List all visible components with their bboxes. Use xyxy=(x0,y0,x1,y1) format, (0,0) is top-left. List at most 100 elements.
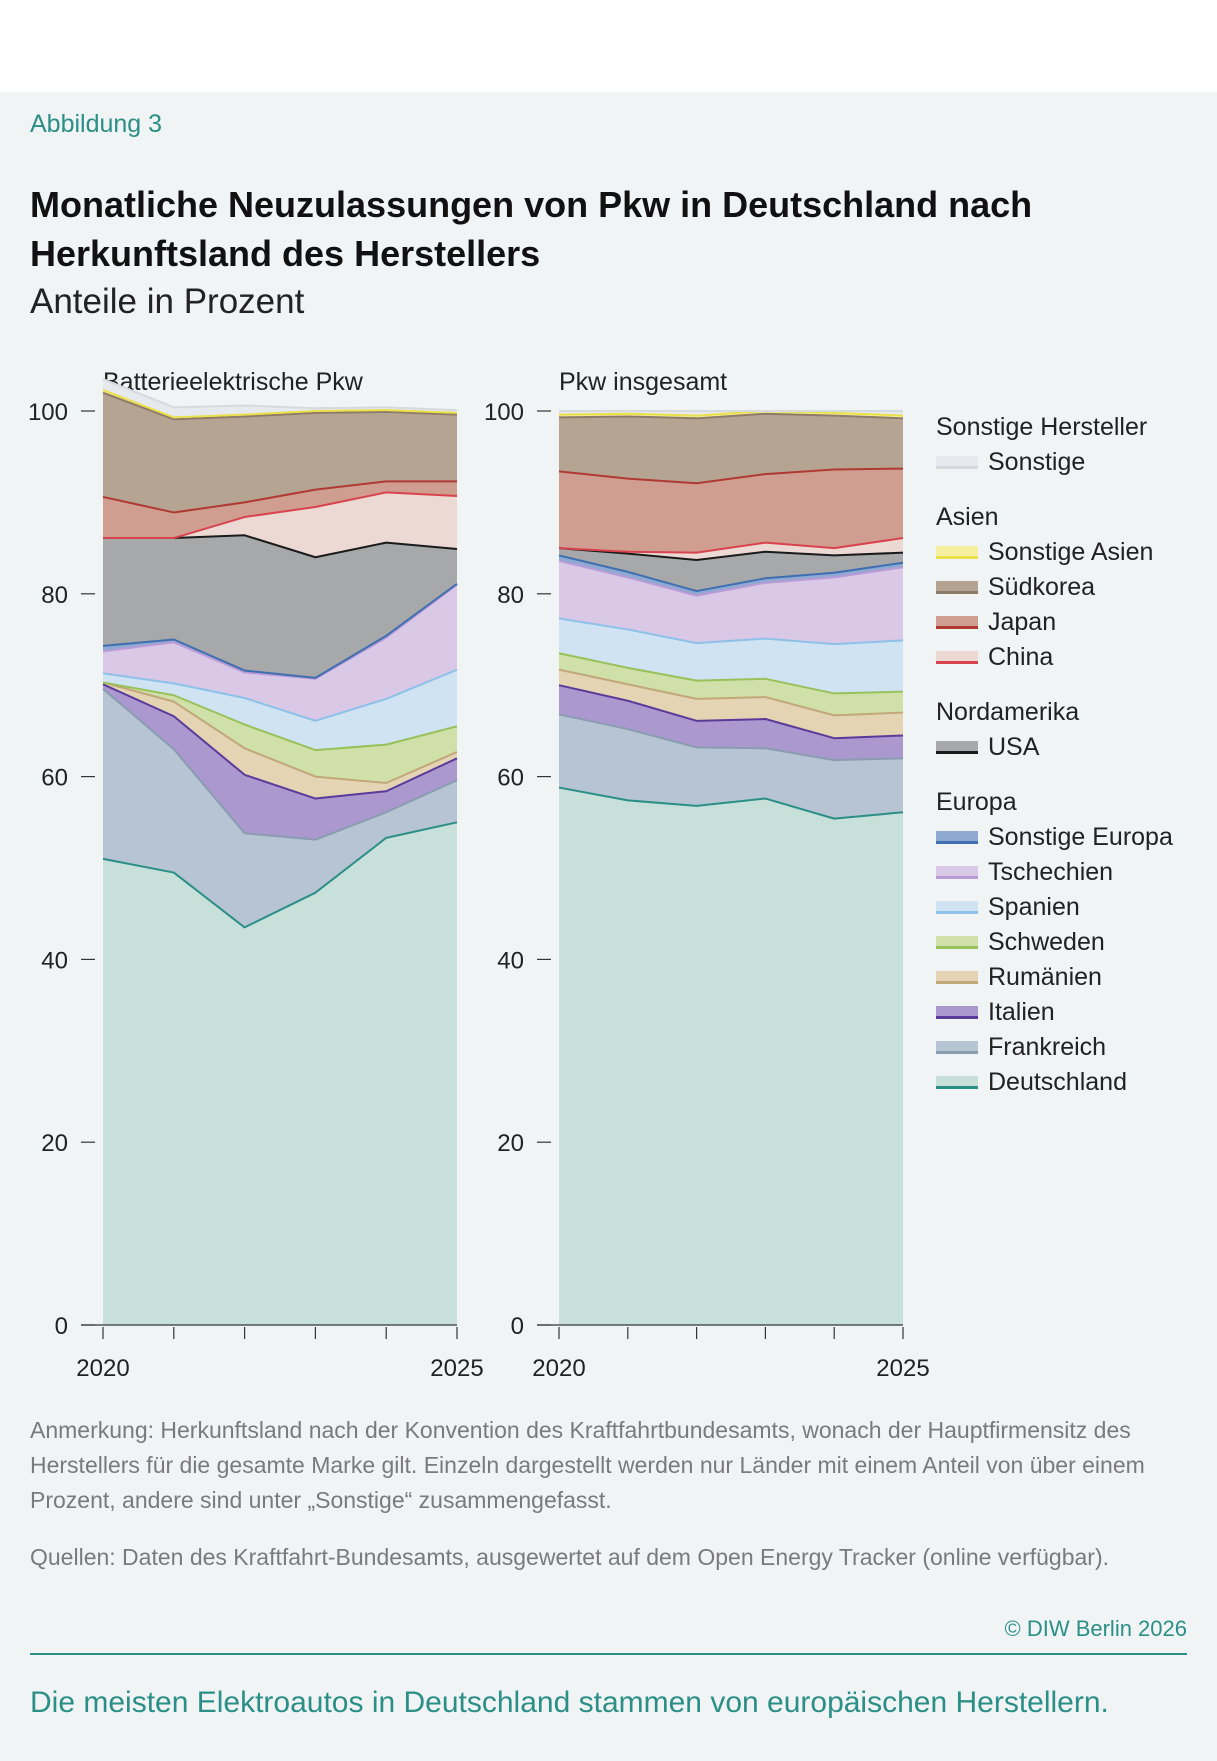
x-tick-label: 2020 xyxy=(76,1355,129,1382)
area-rumaenien xyxy=(103,682,457,799)
source-text: Quellen: Daten des Kraftfahrt-Bundesamts… xyxy=(30,1544,1110,1570)
legend-label: Sonstige xyxy=(988,448,1086,476)
legend-swatch xyxy=(936,1006,978,1019)
legend-item-japan: Japan xyxy=(936,605,1206,640)
line-frankreich xyxy=(102,688,458,841)
line-sonstige_asien xyxy=(102,389,458,419)
line-tschechien xyxy=(102,583,458,680)
legend-swatch xyxy=(936,1076,978,1089)
takeaway-text: Die meisten Elektroautos in Deutschland … xyxy=(30,1686,1109,1719)
legend-label: China xyxy=(988,643,1054,671)
line-sonstige_europa xyxy=(558,554,904,593)
legend-label: USA xyxy=(988,733,1040,761)
legend-label: Spanien xyxy=(988,893,1080,921)
legend-item-usa: USA xyxy=(936,730,1206,765)
legend-item-spanien: Spanien xyxy=(936,890,1206,925)
line-rumaenien xyxy=(558,668,904,717)
figure-title: Monatliche Neuzulassungen von Pkw in Deu… xyxy=(30,184,1033,274)
legend-swatch xyxy=(936,971,978,984)
area-china xyxy=(103,492,457,558)
copyright: © DIW Berlin 2026 xyxy=(1004,1616,1188,1641)
note-text: Anmerkung: Herkunftsland nach der Konven… xyxy=(30,1417,1145,1513)
line-italien xyxy=(558,684,904,740)
area-usa xyxy=(559,548,903,592)
y-tick-label: 60 xyxy=(41,765,68,792)
area-deutschland xyxy=(103,822,457,1325)
legend-item-frankreich: Frankreich xyxy=(936,1030,1206,1065)
legend-label: Japan xyxy=(988,608,1057,636)
line-japan xyxy=(558,467,904,485)
line-spanien xyxy=(558,617,904,646)
area-tschechien xyxy=(559,560,903,645)
area-suedkorea xyxy=(559,413,903,484)
area-frankreich xyxy=(103,688,457,928)
legend-swatch xyxy=(936,616,978,629)
area-italien xyxy=(559,685,903,761)
legend-swatch xyxy=(936,936,978,949)
legend-item-sonstige_asien: Sonstige Asien xyxy=(936,535,1206,570)
chart-title: Batterieelektrische Pkw xyxy=(103,368,364,396)
legend-item-china: China xyxy=(936,640,1206,675)
figure-subtitle: Anteile in Prozent xyxy=(30,282,305,321)
footer-divider xyxy=(30,1653,1187,1655)
legend-group-heading: Sonstige Hersteller xyxy=(936,413,1148,441)
area-japan xyxy=(559,468,903,553)
line-suedkorea xyxy=(102,391,458,421)
legend-label: Deutschland xyxy=(988,1068,1127,1096)
legend-label: Sonstige Europa xyxy=(988,823,1173,851)
line-sonstige xyxy=(102,378,458,412)
y-tick-label: 100 xyxy=(28,399,68,426)
line-usa xyxy=(558,547,904,561)
y-tick-label: 20 xyxy=(41,1130,68,1157)
y-tick-label: 20 xyxy=(497,1130,524,1157)
area-deutschland xyxy=(559,787,903,1325)
line-schweden xyxy=(558,652,904,695)
figure-label: Abbildung 3 xyxy=(30,110,163,138)
legend-item-deutschland: Deutschland xyxy=(936,1065,1206,1100)
area-schweden xyxy=(103,682,457,783)
line-frankreich xyxy=(558,713,904,762)
y-tick-label: 100 xyxy=(484,399,524,426)
legend: Sonstige Hersteller Sonstige Asien Sonstige… xyxy=(936,410,1206,1100)
legend-label: Italien xyxy=(988,998,1055,1026)
line-rumaenien xyxy=(102,681,458,784)
legend-item-schweden: Schweden xyxy=(936,925,1206,960)
line-sonstige_asien xyxy=(558,410,904,417)
legend-item-suedkorea: Südkorea xyxy=(936,570,1206,605)
legend-group-heading: Asien xyxy=(936,503,999,531)
legend-group-heading: Europa xyxy=(936,788,1017,816)
legend-item-tschechien: Tschechien xyxy=(936,855,1206,890)
line-suedkorea xyxy=(558,412,904,420)
legend-swatch xyxy=(936,901,978,914)
line-spanien xyxy=(102,668,458,722)
area-italien xyxy=(103,684,457,840)
y-tick-label: 80 xyxy=(41,582,68,609)
legend-swatch xyxy=(936,866,978,879)
area-sonstige_europa xyxy=(559,555,903,596)
legend-item-italien: Italien xyxy=(936,995,1206,1030)
legend-swatch xyxy=(936,831,978,844)
area-rumaenien xyxy=(559,669,903,739)
legend-label: Schweden xyxy=(988,928,1105,956)
line-china xyxy=(558,537,904,554)
legend-swatch xyxy=(936,651,978,664)
legend-swatch xyxy=(936,546,978,559)
area-usa xyxy=(103,535,457,678)
legend-item-rumaenien: Rumänien xyxy=(936,960,1206,995)
line-deutschland xyxy=(558,786,904,820)
y-tick-label: 60 xyxy=(497,765,524,792)
y-tick-label: 40 xyxy=(497,947,524,974)
chart-title: Pkw insgesamt xyxy=(559,368,727,396)
chart-panel-2: Pkw insgesamt 0 20 40 60 80 100 2020 2025 xyxy=(484,368,930,1382)
legend-swatch xyxy=(936,456,978,469)
line-italien xyxy=(102,683,458,800)
legend-label: Frankreich xyxy=(988,1033,1107,1061)
y-tick-label: 80 xyxy=(497,582,524,609)
legend-swatch xyxy=(936,741,978,754)
legend-label: Tschechien xyxy=(988,858,1114,886)
legend-group-heading: Nordamerika xyxy=(936,698,1080,726)
line-deutschland xyxy=(102,821,458,929)
x-tick-label: 2025 xyxy=(876,1355,929,1382)
legend-swatch xyxy=(936,581,978,594)
